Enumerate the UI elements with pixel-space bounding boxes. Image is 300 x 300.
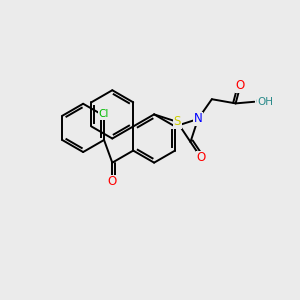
Text: O: O [236, 79, 245, 92]
Text: S: S [173, 115, 181, 128]
Text: O: O [108, 176, 117, 188]
Text: O: O [108, 176, 117, 188]
Text: OH: OH [256, 97, 272, 107]
Text: N: N [194, 112, 202, 125]
Text: N: N [194, 112, 202, 125]
Text: S: S [173, 115, 181, 128]
Text: O: O [196, 152, 206, 164]
Text: Cl: Cl [99, 110, 109, 119]
Text: OH: OH [257, 97, 273, 107]
Text: O: O [196, 152, 206, 164]
Text: O: O [236, 79, 245, 92]
